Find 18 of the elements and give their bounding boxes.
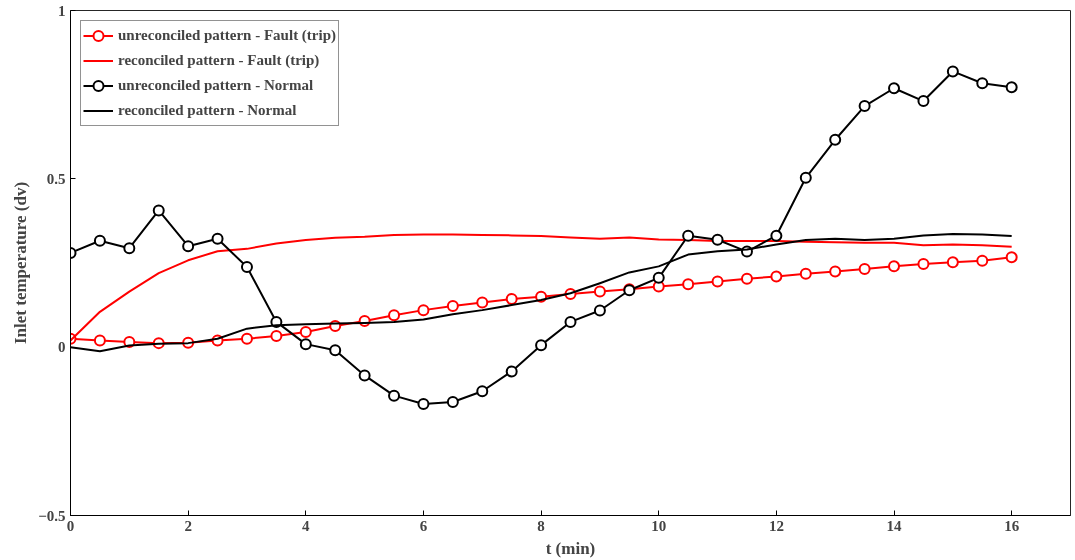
y-tick-label: 0.5	[46, 170, 66, 187]
y-tick-label: 1	[58, 2, 66, 19]
legend-label: unreconciled pattern - Normal	[118, 76, 314, 95]
x-tick-label: 10	[651, 517, 667, 534]
x-tick-label: 2	[184, 517, 192, 534]
x-axis-title: t (min)	[545, 538, 596, 558]
y-tick-label: −0.5	[38, 507, 66, 524]
x-tick-label: 16	[1004, 517, 1020, 534]
legend-label: unreconciled pattern - Fault (trip)	[118, 26, 337, 45]
x-tick-label: 4	[302, 517, 311, 534]
x-tick-label: 12	[768, 517, 784, 534]
y-tick-label: 0	[58, 339, 66, 356]
legend-label: reconciled pattern - Normal	[118, 101, 297, 120]
legend-label: reconciled pattern - Fault (trip)	[118, 51, 320, 70]
y-axis-title: Inlet temperature (dv)	[11, 181, 31, 345]
x-tick-label: 8	[537, 517, 545, 534]
x-tick-label: 14	[886, 517, 903, 534]
x-tick-label: 6	[419, 517, 428, 534]
